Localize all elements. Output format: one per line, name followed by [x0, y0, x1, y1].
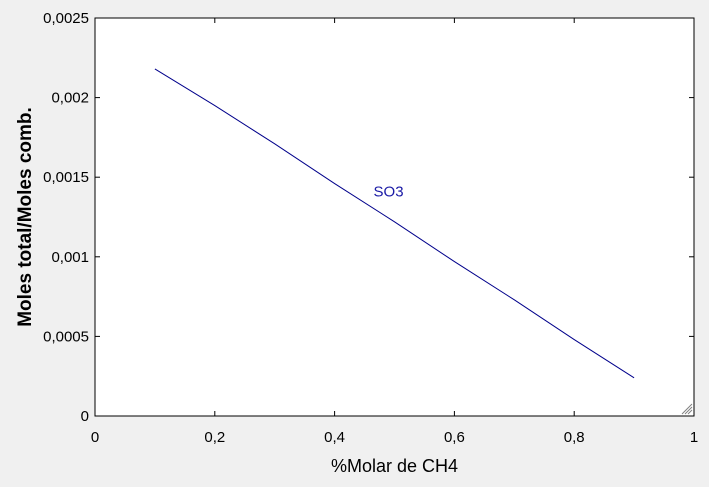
- x-axis-label: %Molar de CH4: [331, 456, 458, 476]
- x-tick-label: 1: [690, 429, 698, 446]
- x-axis-ticks: 0 0,2 0,4 0,6 0,8 1: [91, 18, 698, 446]
- series-label: SO3: [374, 184, 404, 201]
- x-tick-label: 0,6: [444, 429, 465, 446]
- resize-grip-line: [681, 403, 693, 415]
- x-tick-label: 0,2: [204, 429, 225, 446]
- y-tick-label: 0,002: [51, 90, 89, 107]
- series-line-so3: [154, 68, 635, 379]
- y-tick-label: 0,0025: [43, 10, 89, 27]
- y-tick-label: 0,0005: [43, 328, 89, 345]
- series-layer: SO3: [154, 68, 635, 379]
- plot-area: [94, 17, 695, 417]
- resize-grip-line: [687, 409, 693, 415]
- x-tick-label: 0,8: [564, 429, 585, 446]
- resize-grip-icon[interactable]: [681, 403, 693, 415]
- y-axis-ticks: 0 0,0005 0,001 0,0015 0,002 0,0025: [43, 10, 694, 425]
- y-tick-label: 0,0015: [43, 169, 89, 186]
- y-axis-label: Moles total/Moles comb.: [15, 107, 36, 327]
- resize-grip-line: [684, 406, 693, 415]
- x-tick-label: 0: [91, 429, 99, 446]
- y-tick-label: 0: [81, 408, 89, 425]
- y-tick-label: 0,001: [51, 249, 89, 266]
- x-tick-label: 0,4: [324, 429, 345, 446]
